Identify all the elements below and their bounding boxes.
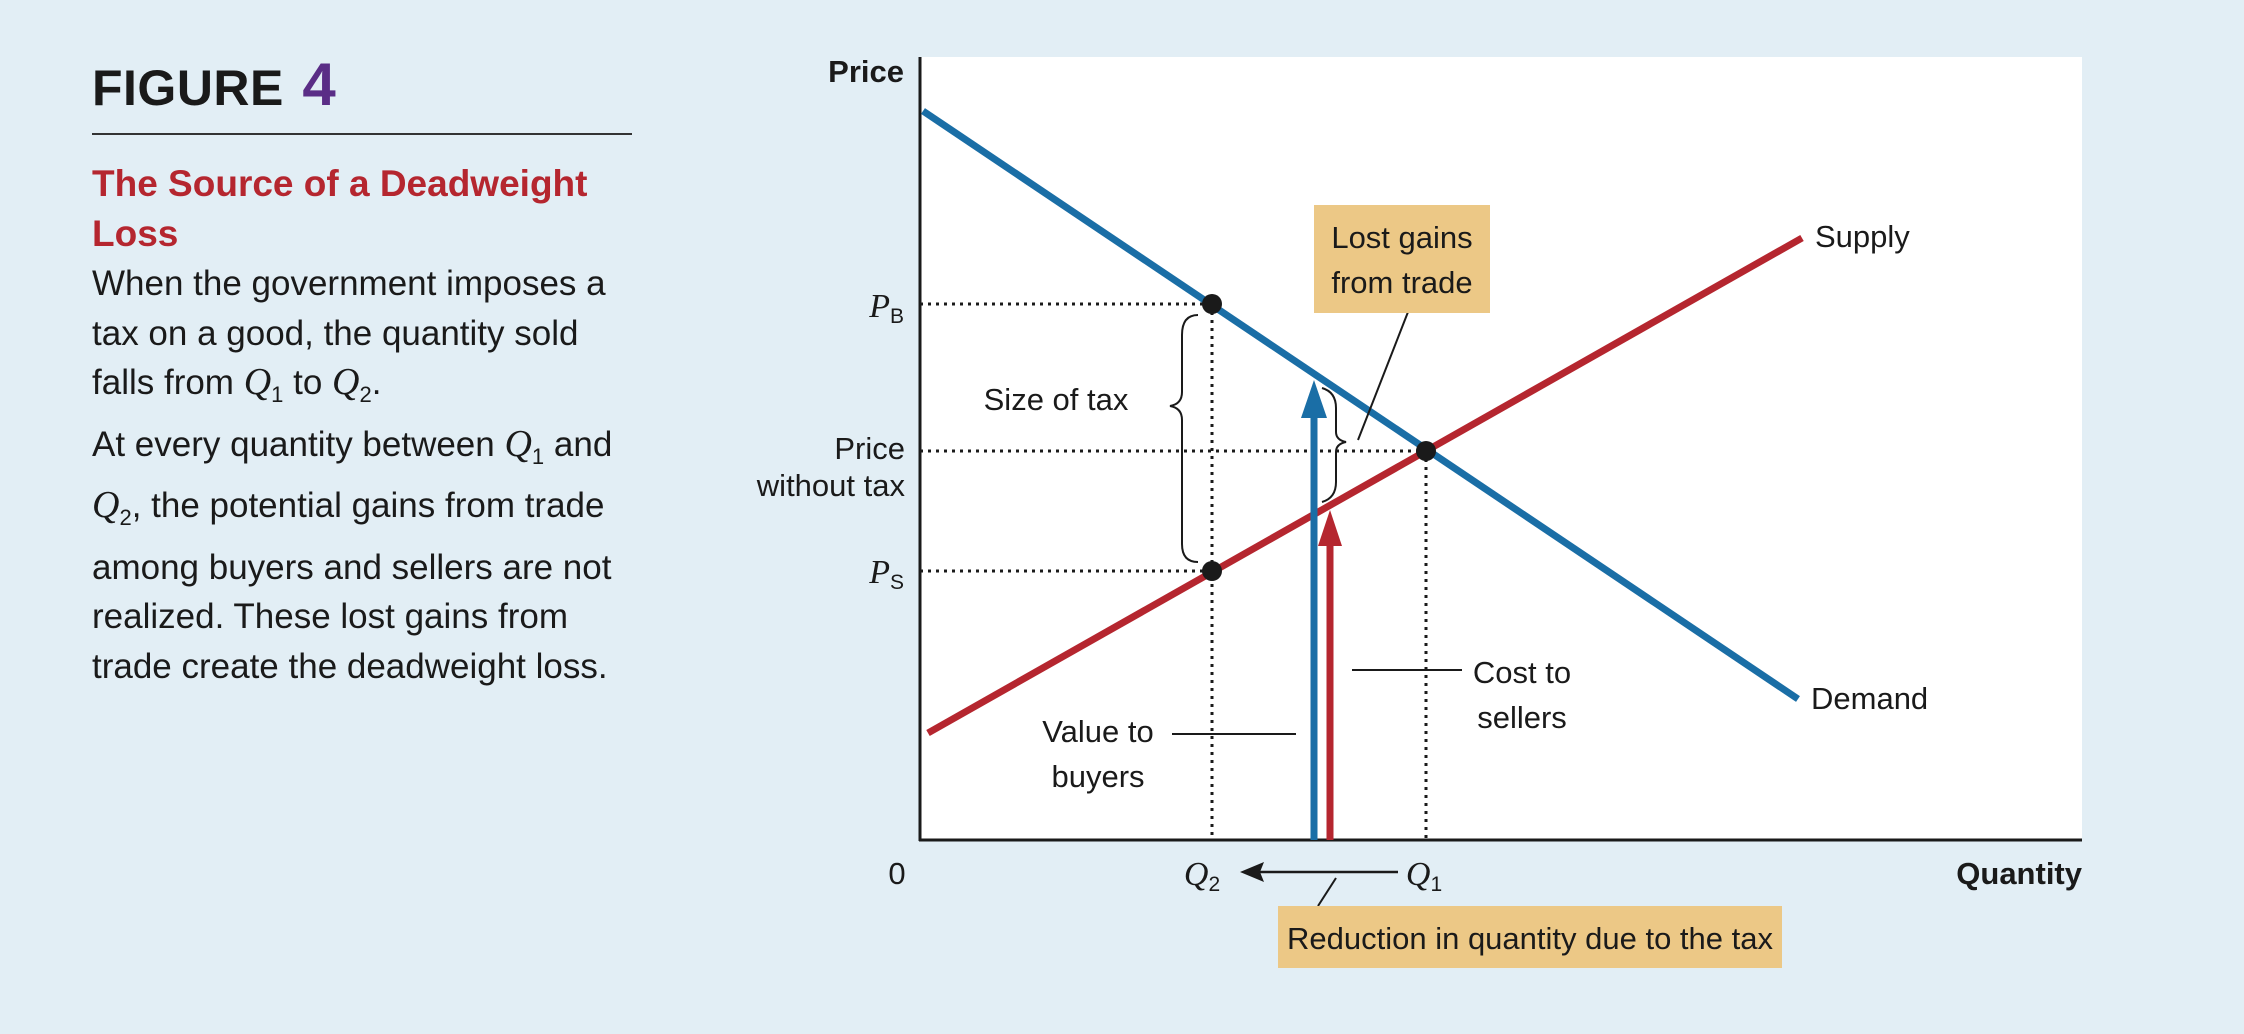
origin-label: 0 xyxy=(888,856,905,891)
guide-lines xyxy=(920,302,1428,840)
size-of-tax-brace xyxy=(1169,314,1199,563)
value-to-buyers-label-2: buyers xyxy=(1051,759,1144,794)
y-axis-title: Price xyxy=(828,54,904,89)
value-to-buyers-label-1: Value to xyxy=(1042,714,1153,749)
lost-gains-box xyxy=(1314,205,1490,313)
x-axis-title: Quantity xyxy=(1956,856,2082,891)
figure-caption: FIGURE 4 The Source of a Deadweight Loss… xyxy=(92,50,632,691)
reduction-arrowhead xyxy=(1240,862,1264,882)
reduction-label: Reduction in quantity due to the tax xyxy=(1287,921,1773,956)
demand-curve xyxy=(921,108,1800,702)
q1-label: Q1 xyxy=(1406,856,1442,896)
cost-to-sellers-label-1: Cost to xyxy=(1473,655,1571,690)
point-equilibrium xyxy=(1416,441,1436,461)
plot-area xyxy=(920,57,2082,840)
supply-curve xyxy=(926,234,1804,737)
lost-gains-label-2: from trade xyxy=(1331,265,1472,300)
demand-label: Demand xyxy=(1811,681,1928,716)
cost-to-sellers-arrow xyxy=(1318,510,1342,840)
price-without-tax-label-2: without tax xyxy=(756,468,906,503)
cost-to-sellers-label-2: sellers xyxy=(1477,700,1567,735)
supply-label: Supply xyxy=(1815,219,1910,254)
figure-heading: The Source of a Deadweight Loss xyxy=(92,163,588,254)
q2-label: Q2 xyxy=(1184,856,1220,896)
price-without-tax-label-1: Price xyxy=(834,431,905,466)
size-of-tax-label: Size of tax xyxy=(984,382,1129,417)
point-pb xyxy=(1202,294,1222,314)
value-to-buyers-arrow xyxy=(1301,380,1327,840)
lost-gains-brace xyxy=(1321,387,1347,503)
leader-lines xyxy=(1172,311,1462,907)
reduction-box xyxy=(1278,906,1782,968)
lost-gains-label-1: Lost gains xyxy=(1331,220,1472,255)
figure-number: 4 xyxy=(302,51,337,118)
figure-title: FIGURE 4 xyxy=(92,50,632,135)
point-ps xyxy=(1202,561,1222,581)
pb-label: PB xyxy=(868,288,904,328)
figure-label: FIGURE xyxy=(92,60,284,116)
figure-body: When the government imposes a tax on a g… xyxy=(92,264,613,686)
ps-label: PS xyxy=(868,554,904,594)
